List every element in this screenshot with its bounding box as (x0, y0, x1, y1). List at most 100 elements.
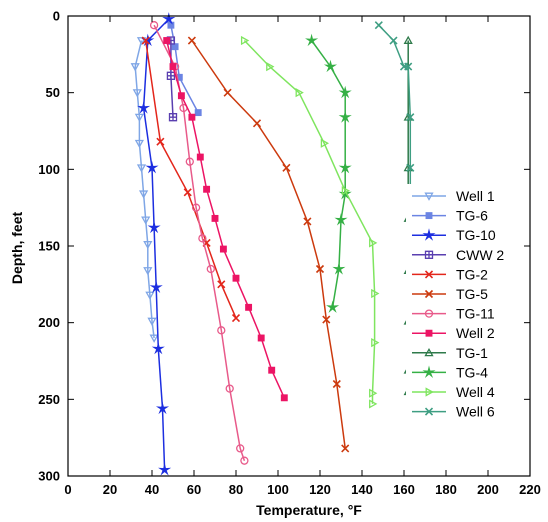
series-well-4 (240, 35, 380, 409)
data-point-tg-6 (167, 21, 175, 29)
data-point-well-2 (280, 394, 288, 402)
data-point-well-2 (196, 153, 204, 161)
x-tick-label: 120 (309, 482, 331, 497)
x-tick-label: 20 (103, 482, 117, 497)
data-point-tg-11 (236, 444, 245, 453)
x-tick-label: 40 (145, 482, 159, 497)
series-line-tg-6 (170, 25, 199, 113)
data-point-well-4 (240, 35, 250, 46)
data-point-tg-2 (141, 36, 150, 45)
y-tick-label: 300 (38, 469, 60, 484)
legend-background (406, 184, 524, 426)
data-point-tg-4 (334, 213, 348, 226)
y-tick-label: 50 (46, 85, 60, 100)
data-point-tg-10 (422, 228, 436, 241)
data-point-tg-2 (183, 188, 192, 197)
x-axis-title: Temperature, °F (256, 502, 362, 518)
data-point-tg-5 (332, 379, 341, 389)
legend-label: TG-6 (456, 208, 488, 224)
series-tg-6 (167, 21, 202, 117)
data-point-tg-5 (187, 36, 196, 45)
data-point-tg-4 (338, 160, 352, 174)
legend-entry-well-4: Well 4 (412, 384, 495, 400)
data-point-tg-6 (171, 43, 179, 51)
series-tg-5 (187, 36, 350, 453)
x-tick-label: 180 (435, 482, 457, 497)
data-point-well-2 (245, 303, 253, 311)
data-point-tg-5 (252, 119, 262, 128)
x-tick-label: 100 (267, 482, 289, 497)
data-point-tg-11 (225, 384, 234, 393)
data-point-tg-11 (198, 234, 207, 243)
series-well-2 (163, 37, 288, 402)
legend-label: TG-1 (456, 345, 488, 361)
data-point-well-1 (141, 216, 151, 225)
data-point-tg-6 (425, 212, 433, 220)
legend-entry-tg-10: TG-10 (412, 227, 496, 243)
data-point-well-1 (136, 164, 147, 173)
legend: Well 1 TG-6 TG-10 CWW 2 TG-2 TG-5 TG-11 Well 2 T… (406, 184, 524, 426)
series-line-tg-2 (144, 40, 237, 319)
y-tick-label: 250 (38, 392, 60, 407)
legend-label: TG-2 (456, 266, 488, 282)
y-tick-label: 200 (38, 315, 60, 330)
series-tg-11 (149, 21, 249, 465)
data-point-well-4 (369, 238, 378, 248)
data-point-well-2 (425, 329, 433, 337)
data-point-tg-5 (341, 444, 350, 453)
data-point-well-2 (211, 214, 219, 222)
x-tick-label: 200 (477, 482, 499, 497)
x-tick-label: 0 (64, 482, 71, 497)
data-point-well-4 (371, 288, 380, 299)
x-tick-label: 140 (351, 482, 373, 497)
data-point-tg-5 (315, 264, 325, 274)
data-point-well-6 (389, 36, 398, 45)
data-point-well-1 (136, 37, 147, 46)
data-point-well-2 (257, 334, 265, 342)
data-point-well-2 (219, 245, 227, 253)
data-point-well-1 (149, 334, 159, 343)
legend-entry-well-6: Well 6 (412, 404, 495, 420)
data-point-well-6 (406, 163, 415, 172)
data-point-tg-10 (137, 101, 151, 114)
data-point-tg-1 (424, 347, 434, 357)
data-point-well-4 (369, 399, 378, 409)
data-point-tg-10 (151, 341, 165, 355)
x-tick-label: 60 (187, 482, 201, 497)
x-tick-label: 80 (229, 482, 243, 497)
data-point-well-4 (425, 387, 434, 397)
series-line-well-1 (134, 40, 155, 339)
data-point-tg-10 (158, 462, 172, 476)
legend-label: TG-10 (456, 227, 496, 243)
data-point-well-6 (404, 62, 413, 71)
data-point-tg-11 (217, 326, 226, 335)
data-point-tg-5 (424, 289, 434, 299)
data-point-tg-4 (338, 85, 352, 99)
data-point-tg-2 (231, 314, 241, 323)
data-point-cww-2 (168, 113, 178, 122)
x-tick-label: 220 (519, 482, 541, 497)
series-cww-2 (166, 36, 178, 122)
data-point-tg-4 (422, 365, 436, 378)
data-point-tg-5 (223, 88, 232, 97)
series-tg-2 (141, 36, 241, 323)
data-point-tg-5 (303, 217, 312, 226)
legend-entry-well-2: Well 2 (412, 325, 495, 341)
legend-entry-tg-11: TG-11 (412, 306, 495, 322)
legend-entry-tg-5: TG-5 (412, 286, 488, 302)
data-point-tg-1 (403, 35, 413, 44)
y-tick-label: 0 (53, 9, 60, 24)
series-line-tg-5 (191, 40, 346, 449)
data-point-well-2 (203, 185, 211, 193)
data-point-well-1 (424, 192, 434, 201)
data-point-well-6 (374, 21, 383, 30)
data-point-tg-11 (206, 264, 215, 274)
data-point-well-2 (177, 92, 185, 100)
legend-entry-well-1: Well 1 (412, 188, 495, 204)
data-point-tg-10 (145, 160, 159, 174)
legend-entry-cww-2: CWW 2 (412, 247, 504, 263)
data-point-well-2 (188, 113, 196, 121)
data-point-well-1 (134, 139, 145, 149)
data-point-tg-6 (194, 109, 202, 117)
